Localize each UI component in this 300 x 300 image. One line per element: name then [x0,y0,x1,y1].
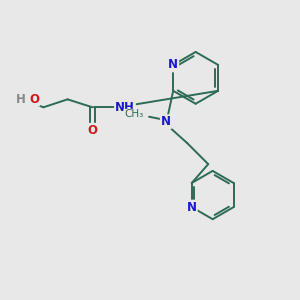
Text: N: N [168,58,178,71]
Text: N: N [187,201,197,214]
Text: O: O [88,124,98,137]
Text: O: O [30,93,40,106]
Text: N: N [161,115,171,128]
Text: NH: NH [115,101,135,114]
Text: H: H [16,93,26,106]
Text: CH₃: CH₃ [124,110,143,119]
